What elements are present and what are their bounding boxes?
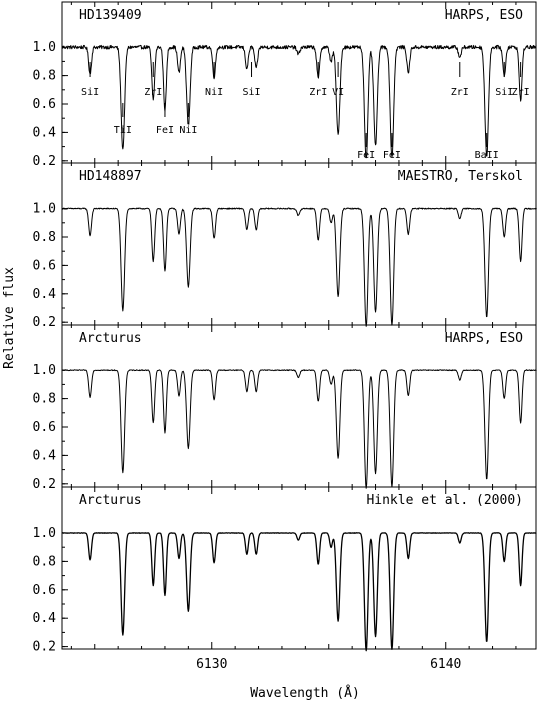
y-tick-label: 0.8	[33, 392, 56, 407]
line-id-label: SiI	[495, 87, 513, 98]
panel-right-label: MAESTRO, Terskol	[398, 169, 523, 184]
y-tick-label: 0.8	[33, 230, 56, 245]
line-id: ZrI	[512, 62, 530, 98]
line-id: ZrI	[144, 62, 162, 98]
y-tick-label: 0.2	[33, 154, 56, 169]
line-id-label: FeI	[357, 150, 375, 161]
y-tick-label: 0.6	[33, 97, 56, 112]
spectrum-panel: 0.2 0.4 0.6 0.8 1.0 Arcturus HARPS, ESO	[33, 324, 537, 492]
line-id: ZrI	[451, 62, 469, 98]
line-id: SiI	[243, 62, 261, 98]
line-id: BaII	[475, 133, 499, 161]
panel-frame	[61, 486, 537, 650]
y-tick-label: 0.8	[33, 554, 56, 569]
y-tick-label: 0.2	[33, 640, 56, 655]
line-id-label: NiI	[179, 125, 197, 136]
panel-frame	[61, 162, 537, 326]
y-tick-label: 1.0	[33, 526, 56, 541]
x-tick-label: 6130	[196, 657, 227, 672]
panel-frame	[61, 324, 537, 488]
line-id-label: ZrI	[144, 87, 162, 98]
x-axis: 6130 6140	[196, 657, 461, 672]
y-tick-label: 1.0	[33, 363, 56, 378]
panel-right-label: Hinkle et al. (2000)	[366, 493, 523, 508]
line-id-label: TiI	[114, 125, 132, 136]
line-id: TiI	[114, 103, 132, 136]
panel-left-label: Arcturus	[79, 493, 142, 508]
panel-left-label: Arcturus	[79, 331, 142, 346]
line-id: VI	[332, 62, 344, 98]
line-id: FeI	[357, 133, 375, 161]
spectrum-panel: 0.2 0.4 0.6 0.8 1.0 HD148897 MAESTRO, Terskol	[33, 162, 537, 330]
y-tick-label: 0.4	[33, 611, 57, 626]
line-id: FeI	[156, 103, 174, 136]
x-tick-label: 6140	[430, 657, 461, 672]
y-tick-label: 0.2	[33, 315, 56, 330]
y-tick-label: 0.6	[33, 420, 56, 435]
panel-right-label: HARPS, ESO	[445, 331, 523, 346]
line-id-label: ZrI	[512, 87, 530, 98]
spectrum-panel: 0.2 0.4 0.6 0.8 1.0 Arcturus Hinkle et al. (20…	[33, 486, 537, 655]
line-id-label: SiI	[81, 87, 99, 98]
y-tick-label: 0.4	[33, 448, 57, 463]
y-tick-label: 0.4	[33, 125, 57, 140]
y-tick-label: 0.2	[33, 477, 56, 492]
line-id: SiI	[495, 62, 513, 98]
panel-left-label: HD148897	[79, 169, 142, 184]
spectrum-line	[61, 207, 537, 327]
line-id: SiI	[81, 62, 99, 98]
line-id: FeI	[383, 133, 401, 161]
y-tick-label: 0.4	[33, 287, 57, 302]
y-tick-label: 0.8	[33, 69, 56, 84]
x-axis-label: Wavelength (Å)	[250, 685, 360, 701]
panel-left-label: HD139409	[79, 8, 142, 23]
line-id: ZrI	[309, 62, 327, 98]
spectrum-line	[61, 44, 537, 159]
spectrum-line	[61, 532, 537, 652]
line-id-label: FeI	[383, 150, 401, 161]
y-tick-label: 0.6	[33, 583, 56, 598]
y-tick-label: 0.6	[33, 258, 56, 273]
spectrum-panel: 0.2 0.4 0.6 0.8 1.0 HD139409 HARPS, ESO	[33, 1, 537, 169]
line-id: NiI	[205, 62, 223, 98]
y-axis-label: Relative flux	[2, 267, 17, 369]
line-id-label: NiI	[205, 87, 223, 98]
line-id-label: FeI	[156, 125, 174, 136]
y-tick-label: 1.0	[33, 202, 56, 217]
line-id-label: ZrI	[309, 87, 327, 98]
line-id-label: SiI	[243, 87, 261, 98]
line-id-label: ZrI	[451, 87, 469, 98]
line-id-label: VI	[332, 87, 344, 98]
y-tick-label: 1.0	[33, 40, 56, 55]
line-id: NiI	[179, 103, 197, 136]
panel-right-label: HARPS, ESO	[445, 8, 523, 23]
panel-frame	[61, 1, 537, 164]
spectrum-line	[61, 369, 537, 489]
line-id-label: BaII	[475, 150, 499, 161]
